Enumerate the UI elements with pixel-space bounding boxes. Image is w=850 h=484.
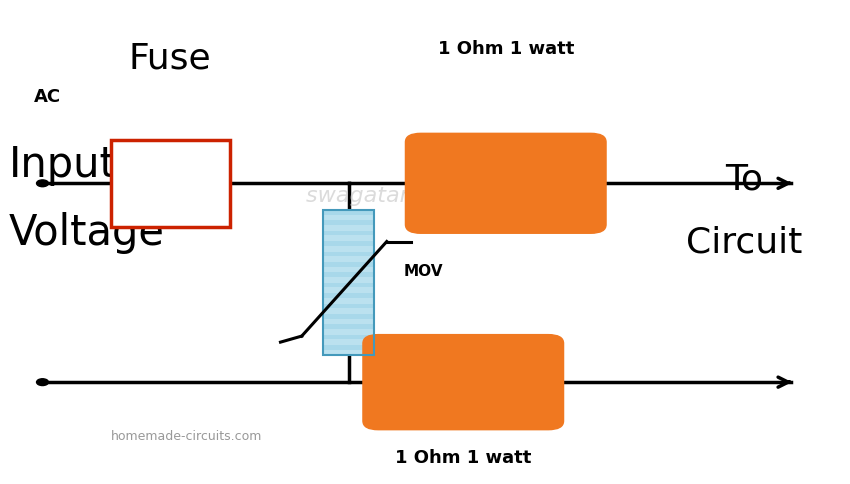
- Bar: [323, 211, 374, 356]
- Bar: [323, 267, 374, 273]
- Bar: [323, 340, 374, 346]
- FancyBboxPatch shape: [110, 140, 230, 227]
- Text: Input: Input: [8, 144, 116, 185]
- Bar: [323, 298, 374, 304]
- Bar: [323, 277, 374, 283]
- Bar: [323, 329, 374, 335]
- Text: Fuse: Fuse: [128, 41, 212, 75]
- Text: 1 Ohm 1 watt: 1 Ohm 1 watt: [438, 39, 574, 58]
- Bar: [323, 211, 374, 356]
- Text: MOV: MOV: [404, 264, 443, 278]
- Bar: [323, 215, 374, 221]
- FancyBboxPatch shape: [363, 335, 564, 430]
- Bar: [323, 226, 374, 231]
- Text: homemade-circuits.com: homemade-circuits.com: [111, 429, 263, 442]
- Bar: [323, 236, 374, 242]
- Text: 1 Ohm 1 watt: 1 Ohm 1 watt: [395, 448, 531, 467]
- Bar: [323, 350, 374, 356]
- Circle shape: [37, 379, 48, 386]
- Text: To: To: [725, 162, 762, 196]
- Bar: [323, 319, 374, 325]
- Text: Circuit: Circuit: [686, 225, 802, 259]
- Text: swagatam inventions: swagatam inventions: [306, 186, 544, 206]
- Bar: [323, 288, 374, 293]
- Circle shape: [37, 181, 48, 187]
- FancyBboxPatch shape: [405, 134, 606, 234]
- Text: AC: AC: [34, 88, 61, 106]
- Bar: [323, 309, 374, 314]
- Bar: [323, 257, 374, 262]
- Bar: [323, 246, 374, 252]
- Text: Voltage: Voltage: [8, 212, 165, 253]
